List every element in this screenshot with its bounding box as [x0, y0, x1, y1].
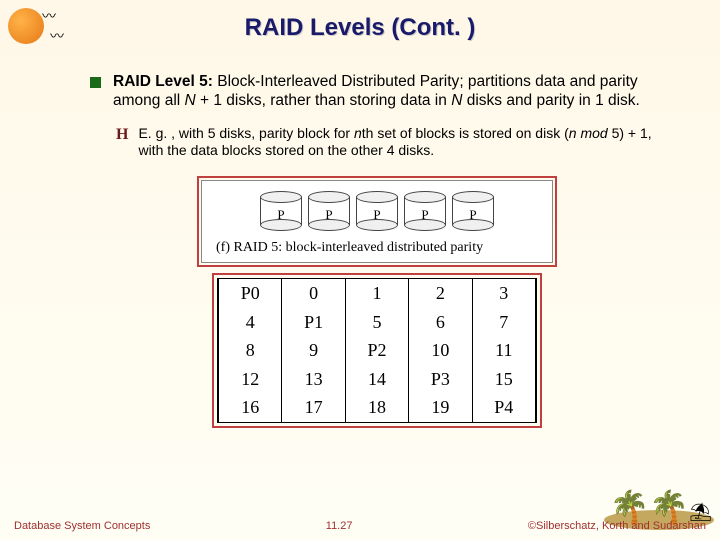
- raid5-lead: RAID Level 5:: [113, 73, 213, 90]
- table-row: 16171819P4: [219, 393, 536, 422]
- disk-row: P P P P P: [216, 191, 538, 231]
- raid5-figure: P P P P P (f) RAID 5: block-interleaved …: [197, 176, 557, 268]
- raid5-style: Block-Interleaved Distributed Parity: [217, 73, 459, 90]
- table-row: 4P1567: [219, 308, 536, 337]
- content-area: RAID Level 5: Block-Interleaved Distribu…: [0, 42, 720, 428]
- disk-label: P: [357, 207, 397, 223]
- disk: P: [356, 191, 398, 231]
- parity-table: P00123 4P1567 89P21011 121314P315 161718…: [212, 273, 542, 428]
- disk: P: [452, 191, 494, 231]
- footer: Database System Concepts 11.27 ©Silbersc…: [0, 520, 720, 532]
- sun-decoration: 〰 〰: [8, 8, 44, 44]
- square-bullet-icon: [90, 77, 101, 88]
- disk: P: [308, 191, 350, 231]
- footer-center: 11.27: [326, 520, 353, 532]
- slide-title: RAID Levels (Cont. ): [0, 0, 720, 42]
- table-row: 121314P315: [219, 365, 536, 394]
- figure-caption: (f) RAID 5: block-interleaved distribute…: [216, 239, 538, 257]
- bird-icon: 〰: [42, 6, 56, 26]
- sub-bullet-text: E. g. , with 5 disks, parity block for n…: [138, 125, 664, 160]
- disk: P: [260, 191, 302, 231]
- footer-left: Database System Concepts: [14, 520, 150, 532]
- footer-right: ©Silberschatz, Korth and Sudarshan: [528, 520, 706, 532]
- parity-grid: P00123 4P1567 89P21011 121314P315 161718…: [218, 279, 536, 422]
- sub-bullet: H E. g. , with 5 disks, parity block for…: [90, 125, 664, 160]
- disk-label: P: [453, 207, 493, 223]
- h-bullet-icon: H: [116, 125, 128, 160]
- main-bullet: RAID Level 5: Block-Interleaved Distribu…: [90, 72, 664, 111]
- disk-label: P: [309, 207, 349, 223]
- disk: P: [404, 191, 446, 231]
- main-bullet-text: RAID Level 5: Block-Interleaved Distribu…: [113, 72, 664, 111]
- table-row: 89P21011: [219, 336, 536, 365]
- bird-icon: 〰: [50, 26, 64, 46]
- table-row: P00123: [219, 279, 536, 308]
- disk-label: P: [261, 207, 301, 223]
- disk-label: P: [405, 207, 445, 223]
